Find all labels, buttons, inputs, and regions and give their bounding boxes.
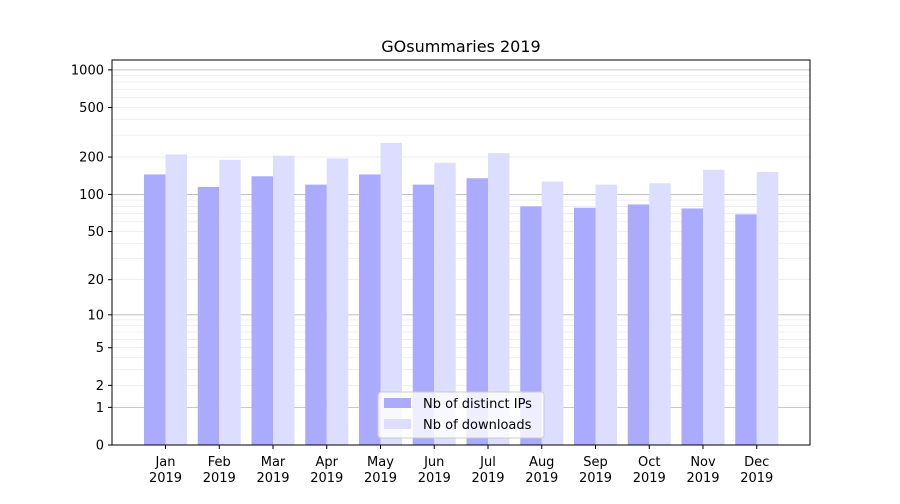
- x-tick-label-year: 2019: [203, 471, 236, 486]
- bar-downloads: [326, 158, 349, 445]
- x-tick-label-year: 2019: [149, 471, 182, 486]
- bar-distinct-ips: [520, 206, 542, 445]
- x-tick-label-year: 2019: [310, 471, 343, 486]
- x-tick-label-month: Apr: [316, 455, 339, 470]
- x-tick-label-year: 2019: [256, 471, 289, 486]
- bar-downloads: [649, 183, 671, 446]
- x-tick-label-year: 2019: [579, 471, 612, 486]
- bar-downloads: [273, 155, 295, 445]
- y-tick-label: 100: [79, 188, 104, 203]
- bar-distinct-ips: [574, 207, 596, 445]
- bars: [144, 142, 779, 446]
- x-tick-label-month: Jan: [154, 455, 175, 470]
- legend-label-distinct-ips: Nb of distinct IPs: [423, 397, 532, 412]
- x-tick-label-month: Jul: [479, 455, 496, 470]
- bar-downloads: [219, 159, 241, 445]
- y-tick-label: 10: [87, 308, 104, 323]
- bar-downloads: [541, 181, 564, 445]
- y-tick-label: 20: [87, 273, 104, 288]
- x-tick-label-year: 2019: [418, 471, 451, 486]
- legend-box: [377, 391, 545, 439]
- x-tick-label-month: Nov: [690, 455, 716, 470]
- x-tick-label-month: Mar: [261, 455, 286, 470]
- bar-downloads: [756, 171, 779, 445]
- x-tick-label-year: 2019: [471, 471, 504, 486]
- x-tick-label-month: Oct: [638, 455, 660, 470]
- legend-swatch-downloads: [384, 419, 411, 429]
- x-tick-label-year: 2019: [633, 471, 666, 486]
- bar-distinct-ips: [144, 174, 166, 445]
- y-tick-label: 2: [96, 379, 104, 394]
- bar-downloads: [380, 142, 402, 445]
- y-tick-label: 50: [87, 225, 104, 240]
- y-axis: 0 1 2 5 10 20 50 100 200 500 1000: [71, 63, 112, 454]
- bar-downloads: [434, 162, 456, 446]
- x-tick-label-month: Aug: [529, 455, 554, 470]
- legend: Nb of distinct IPs Nb of downloads: [377, 391, 545, 439]
- bar-distinct-ips: [627, 204, 650, 445]
- bar-downloads: [595, 184, 617, 445]
- bar-distinct-ips: [735, 214, 757, 445]
- x-tick-label-month: Feb: [208, 455, 231, 470]
- y-tick-label: 200: [79, 151, 104, 166]
- bar-downloads: [488, 153, 510, 446]
- x-tick-label-month: Jun: [423, 455, 444, 470]
- y-tick-label: 5: [96, 341, 104, 356]
- chart-title: GOsummaries 2019: [381, 37, 540, 56]
- plot-frame: [111, 59, 811, 446]
- bar-distinct-ips: [305, 184, 327, 445]
- bar-distinct-ips: [359, 174, 381, 445]
- x-tick-label-year: 2019: [740, 471, 773, 486]
- bar-distinct-ips: [412, 184, 435, 445]
- x-tick-label-year: 2019: [364, 471, 397, 486]
- bar-downloads: [165, 154, 187, 446]
- x-tick-label-year: 2019: [686, 471, 719, 486]
- y-tick-label: 1000: [71, 63, 104, 78]
- x-tick-label-month: Dec: [744, 455, 769, 470]
- bar-distinct-ips: [466, 178, 488, 445]
- y-tick-label: 500: [79, 101, 104, 116]
- y-tick-label: 1: [96, 401, 104, 416]
- bar-distinct-ips: [197, 186, 220, 445]
- legend-label-downloads: Nb of downloads: [423, 418, 532, 433]
- y-tick-label: 0: [96, 439, 104, 454]
- x-axis: Jan2019Feb2019Mar2019Apr2019May2019Jun20…: [149, 445, 773, 486]
- bar-distinct-ips: [681, 208, 703, 445]
- x-tick-label-month: May: [367, 455, 394, 470]
- x-tick-label-year: 2019: [525, 471, 558, 486]
- bar-downloads: [703, 169, 725, 445]
- legend-swatch-distinct-ips: [384, 398, 411, 408]
- x-tick-label-month: Sep: [583, 455, 608, 470]
- bar-distinct-ips: [251, 176, 273, 445]
